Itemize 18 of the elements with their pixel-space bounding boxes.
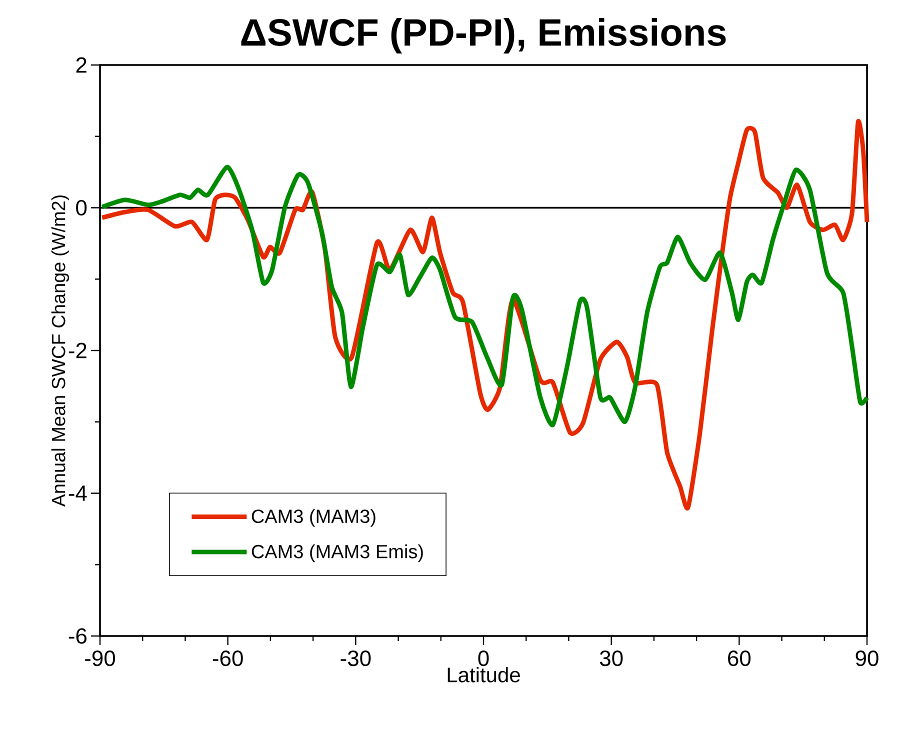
- x-tick-label: -30: [340, 650, 371, 666]
- x-axis-title: Latitude: [448, 666, 520, 682]
- x-tick-label: 90: [856, 650, 878, 666]
- x-tick-label: -60: [212, 650, 243, 666]
- line-series: [100, 164, 870, 427]
- x-tick-label: 0: [478, 650, 489, 666]
- y-axis-title: Annual Mean SWCF Change (W/m2): [51, 195, 70, 507]
- x-tick-label: 60: [728, 650, 751, 666]
- x-tick-label: 30: [600, 650, 623, 666]
- chart-title: ΔSWCF (PD-PI), Emissions: [241, 18, 726, 54]
- y-tick-label: 0: [76, 200, 87, 216]
- x-tick-label: -90: [85, 650, 116, 666]
- y-tick-label: -2: [68, 342, 86, 358]
- legend-label: CAM3 (MAM3 Emis): [252, 544, 423, 562]
- y-tick-label: 2: [76, 57, 86, 73]
- legend-label: CAM3 (MAM3): [252, 509, 376, 527]
- y-tick-label: -6: [68, 628, 87, 644]
- y-tick-label: -4: [68, 486, 87, 501]
